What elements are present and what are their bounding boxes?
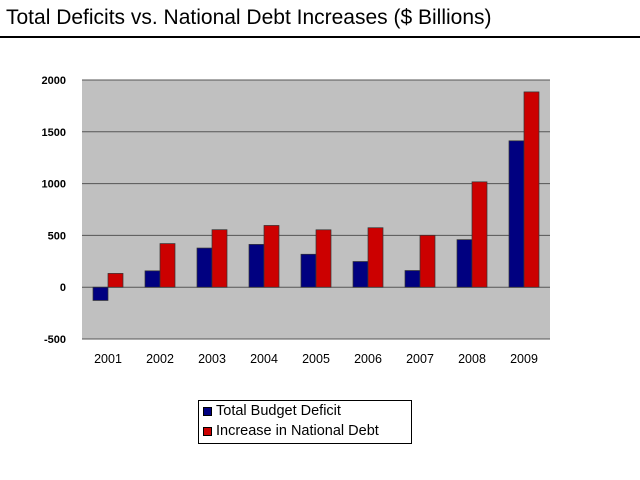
y-tick-label: 500	[48, 230, 66, 242]
bar-debt-2005	[315, 229, 332, 288]
bar-deficit-2004	[248, 244, 265, 288]
y-tick-label: 0	[60, 282, 66, 294]
bar-deficit-2005	[300, 253, 317, 288]
bar-debt-2008	[471, 181, 488, 288]
bar-debt-2007	[419, 234, 436, 288]
y-tick-label: 1500	[42, 127, 66, 139]
bar-debt-2009	[523, 91, 540, 288]
x-tick-label: 2004	[250, 352, 278, 366]
bar-deficit-2003	[196, 247, 213, 288]
bar-deficit-2007	[404, 270, 421, 288]
x-tick-label: 2006	[354, 352, 382, 366]
legend-item-deficit: Total Budget Deficit	[199, 401, 411, 421]
bar-deficit-2006	[352, 261, 369, 288]
bar-deficit-2002	[144, 270, 161, 288]
title-rule	[0, 36, 640, 38]
x-tick-label: 2008	[458, 352, 486, 366]
x-tick-label: 2001	[94, 352, 122, 366]
legend: Total Budget Deficit Increase in Nationa…	[198, 400, 412, 444]
bar-deficit-2008	[456, 239, 473, 288]
bar-debt-2001	[107, 273, 124, 288]
y-tick-label: 1000	[42, 179, 66, 191]
bar-debt-2003	[211, 229, 228, 288]
x-tick-label: 2007	[406, 352, 434, 366]
legend-swatch-deficit	[203, 406, 212, 416]
legend-swatch-debt	[203, 426, 212, 436]
x-tick-label: 2003	[198, 352, 226, 366]
chart-title: Total Deficits vs. National Debt Increas…	[6, 6, 492, 29]
x-tick-label: 2005	[302, 352, 330, 366]
bar-debt-2004	[263, 225, 280, 288]
x-tick-label: 2002	[146, 352, 174, 366]
bar-debt-2006	[367, 227, 384, 288]
legend-label-debt: Increase in National Debt	[216, 423, 379, 439]
bar-deficit-2009	[508, 140, 525, 288]
y-tick-label: 2000	[42, 75, 66, 87]
bar-deficit-2001	[92, 286, 109, 301]
y-tick-label: -500	[44, 334, 66, 346]
x-tick-label: 2009	[510, 352, 538, 366]
legend-label-deficit: Total Budget Deficit	[216, 403, 341, 419]
legend-item-debt: Increase in National Debt	[199, 421, 411, 441]
bar-debt-2002	[159, 243, 176, 288]
